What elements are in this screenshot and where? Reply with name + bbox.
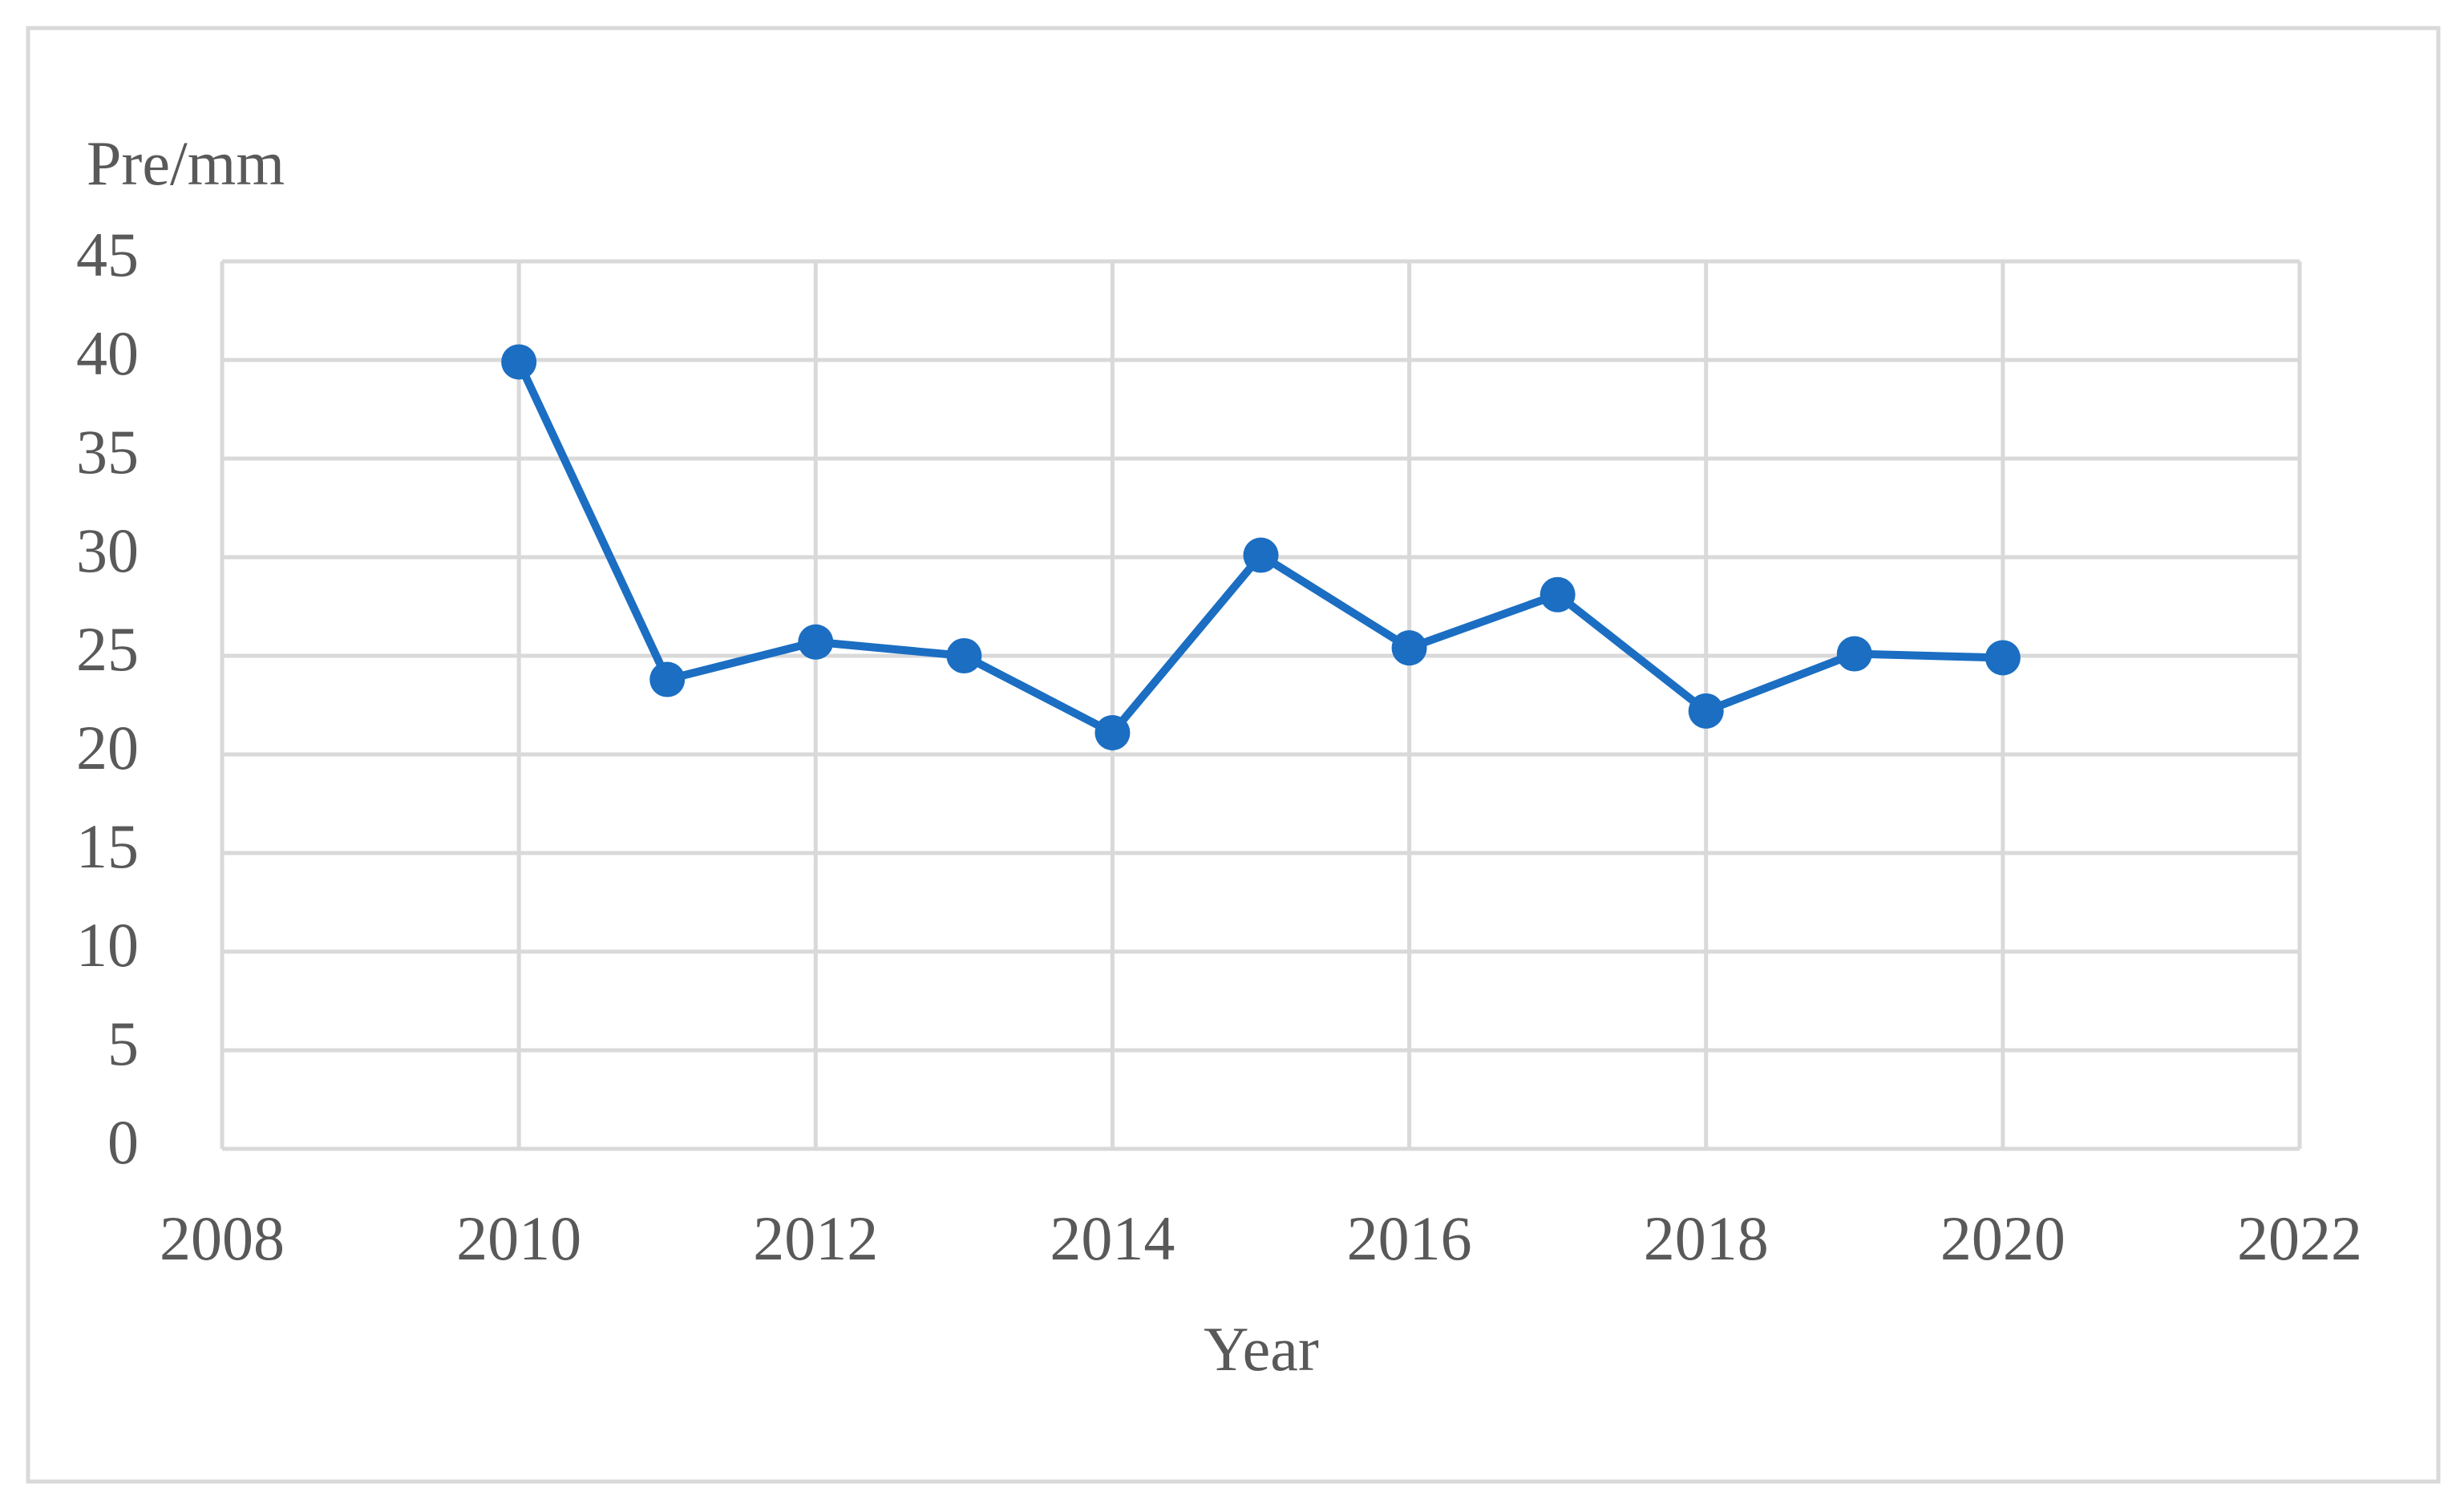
y-tick-label: 45 bbox=[76, 220, 139, 289]
x-tick-label: 2016 bbox=[1347, 1203, 1472, 1273]
data-point bbox=[501, 344, 537, 380]
y-axis-label: Pre/mm bbox=[87, 128, 285, 198]
y-tick-label: 0 bbox=[107, 1107, 139, 1177]
data-point bbox=[1836, 636, 1872, 672]
x-axis-label: Year bbox=[1204, 1314, 1319, 1384]
y-tick-label: 5 bbox=[107, 1009, 139, 1078]
y-tick-label: 20 bbox=[76, 713, 139, 782]
data-point bbox=[1539, 576, 1576, 612]
y-tick-label: 30 bbox=[76, 515, 139, 585]
data-point bbox=[1391, 630, 1427, 666]
x-tick-label: 2014 bbox=[1050, 1203, 1175, 1273]
y-tick-label: 40 bbox=[76, 318, 139, 388]
data-point bbox=[1688, 693, 1724, 729]
data-point bbox=[946, 638, 982, 673]
x-tick-label: 2008 bbox=[160, 1203, 285, 1273]
y-tick-label: 35 bbox=[76, 417, 139, 487]
y-tick-label: 15 bbox=[76, 811, 139, 881]
x-tick-label: 2020 bbox=[1940, 1203, 2065, 1273]
data-point bbox=[1985, 640, 2021, 676]
y-tick-label: 10 bbox=[76, 910, 139, 980]
data-point bbox=[649, 661, 686, 697]
data-point bbox=[798, 624, 834, 660]
x-tick-label: 2010 bbox=[456, 1203, 581, 1273]
x-tick-label: 2018 bbox=[1644, 1203, 1769, 1273]
data-point bbox=[1094, 714, 1131, 750]
y-tick-label: 25 bbox=[76, 614, 139, 684]
x-tick-label: 2022 bbox=[2237, 1203, 2362, 1273]
x-tick-label: 2012 bbox=[753, 1203, 878, 1273]
data-point bbox=[1243, 537, 1279, 573]
